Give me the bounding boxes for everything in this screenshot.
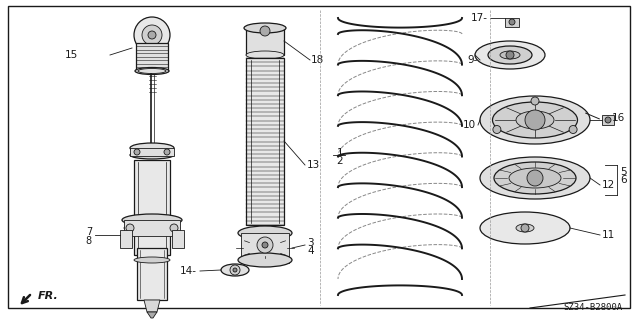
- Ellipse shape: [122, 214, 182, 226]
- Bar: [505, 18, 519, 27]
- Text: 14-: 14-: [180, 266, 197, 276]
- Circle shape: [506, 51, 514, 59]
- Ellipse shape: [246, 51, 284, 59]
- Bar: [136, 43, 168, 71]
- Circle shape: [262, 242, 268, 248]
- Text: 5: 5: [620, 167, 627, 177]
- Bar: [137, 248, 167, 300]
- Circle shape: [509, 19, 515, 25]
- Ellipse shape: [493, 102, 577, 138]
- Ellipse shape: [475, 41, 545, 69]
- Bar: [246, 58, 284, 225]
- Ellipse shape: [480, 96, 590, 144]
- Ellipse shape: [221, 264, 249, 276]
- Bar: [241, 233, 289, 263]
- Circle shape: [531, 97, 539, 105]
- Ellipse shape: [124, 223, 180, 233]
- Circle shape: [148, 31, 156, 39]
- Text: 4: 4: [307, 246, 314, 256]
- Text: 7: 7: [86, 227, 92, 237]
- Circle shape: [569, 125, 577, 133]
- Bar: [134, 160, 170, 255]
- Bar: [130, 148, 174, 156]
- Circle shape: [521, 224, 529, 232]
- Text: 12: 12: [602, 180, 615, 190]
- Ellipse shape: [488, 46, 532, 64]
- Circle shape: [527, 170, 543, 186]
- Ellipse shape: [244, 23, 286, 33]
- Text: 2: 2: [337, 156, 343, 166]
- Text: 8: 8: [86, 236, 92, 246]
- Ellipse shape: [130, 143, 174, 153]
- Text: 11: 11: [602, 230, 615, 240]
- Ellipse shape: [130, 151, 174, 159]
- Circle shape: [605, 117, 611, 123]
- Circle shape: [525, 110, 545, 130]
- Bar: [120, 230, 132, 248]
- Text: 10: 10: [463, 120, 476, 130]
- Polygon shape: [147, 312, 157, 318]
- Circle shape: [164, 149, 170, 155]
- Ellipse shape: [509, 168, 561, 188]
- Ellipse shape: [500, 51, 520, 59]
- Text: 16: 16: [612, 113, 625, 123]
- Circle shape: [126, 224, 134, 232]
- Text: 1: 1: [337, 148, 343, 158]
- Circle shape: [134, 17, 170, 53]
- Circle shape: [493, 125, 501, 133]
- Circle shape: [170, 224, 178, 232]
- Circle shape: [257, 237, 273, 253]
- Text: 3: 3: [307, 238, 314, 248]
- Text: 17-: 17-: [471, 13, 488, 23]
- Circle shape: [142, 25, 162, 45]
- Ellipse shape: [480, 157, 590, 199]
- Ellipse shape: [138, 69, 166, 73]
- Bar: [124, 220, 180, 236]
- Ellipse shape: [494, 162, 576, 194]
- Bar: [246, 28, 284, 55]
- Circle shape: [230, 265, 240, 275]
- Text: SZ34-B2800A: SZ34-B2800A: [563, 303, 622, 312]
- Ellipse shape: [516, 224, 534, 232]
- Text: FR.: FR.: [38, 291, 59, 301]
- Circle shape: [134, 149, 140, 155]
- Bar: [172, 230, 184, 248]
- Polygon shape: [144, 300, 160, 312]
- Text: 15: 15: [65, 50, 78, 60]
- Ellipse shape: [135, 68, 169, 75]
- Ellipse shape: [134, 257, 170, 263]
- Bar: [602, 115, 614, 125]
- Ellipse shape: [238, 226, 292, 240]
- Text: 18: 18: [311, 55, 324, 65]
- Ellipse shape: [238, 253, 292, 267]
- Text: 9-: 9-: [468, 55, 478, 65]
- Ellipse shape: [516, 111, 554, 129]
- Text: 6: 6: [620, 175, 627, 185]
- Circle shape: [233, 268, 237, 272]
- Circle shape: [260, 26, 270, 36]
- Ellipse shape: [480, 212, 570, 244]
- Text: 13: 13: [307, 160, 320, 170]
